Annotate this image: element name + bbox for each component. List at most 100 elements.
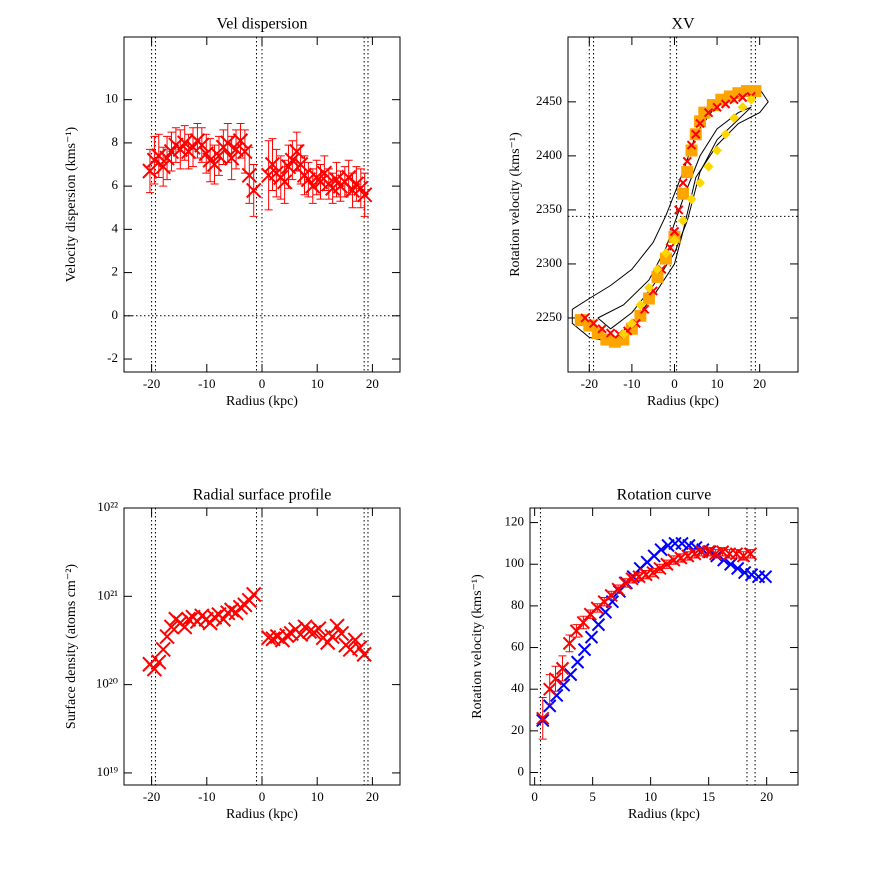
x-marker — [618, 576, 632, 590]
x-marker — [758, 570, 773, 584]
x-tick-label: -20 — [143, 789, 160, 804]
x-marker — [276, 174, 293, 190]
x-marker — [580, 313, 590, 323]
x-marker — [674, 205, 684, 215]
diamond-marker — [652, 264, 663, 275]
x-axis-label: Radius (kpc) — [647, 394, 719, 409]
x-marker — [163, 619, 180, 635]
diamond-marker — [660, 248, 671, 259]
y-tick-label: 10²⁰ — [96, 676, 118, 691]
plot-frame — [567, 36, 799, 373]
square-marker — [681, 166, 694, 179]
x-marker — [356, 646, 372, 663]
x-marker — [159, 628, 175, 645]
panel: XV Radius (kpc) Rotation velocity (kms⁻¹) -… — [508, 16, 799, 409]
x-marker — [351, 640, 368, 656]
x-marker — [695, 118, 705, 129]
y-tick-label: 10¹⁹ — [97, 764, 119, 779]
panel: Rotation curve Radius (kpc) Rotation veloc… — [470, 487, 799, 822]
y-tick-label: 2350 — [536, 201, 562, 216]
y-tick-label: 10²² — [97, 499, 118, 514]
x-marker — [333, 625, 350, 642]
x-marker — [301, 623, 318, 640]
x-marker — [570, 655, 585, 669]
x-marker — [220, 135, 236, 151]
x-tick-label: 20 — [366, 789, 379, 804]
x-marker — [246, 586, 262, 603]
x-marker — [177, 619, 193, 635]
y-tick-label: -2 — [107, 350, 118, 365]
x-marker — [536, 711, 550, 726]
y-tick-label: 100 — [505, 555, 525, 570]
diamond-marker — [669, 235, 680, 246]
x-tick-label: 10 — [644, 789, 657, 804]
y-tick-label: 4 — [112, 220, 119, 235]
panel: Vel dispersion Radius (kpc) Velocity dispe… — [64, 16, 401, 409]
panel-title: XV — [671, 16, 695, 33]
diamond-marker — [635, 300, 646, 310]
x-tick-label: 0 — [671, 376, 678, 391]
x-tick-label: 20 — [760, 789, 773, 804]
x-marker — [597, 324, 607, 334]
y-tick-label: 20 — [511, 722, 524, 737]
x-marker — [292, 626, 309, 643]
diamond-marker — [686, 194, 697, 205]
x-marker — [577, 642, 592, 657]
x-marker — [729, 94, 739, 105]
x-tick-label: 0 — [259, 789, 266, 804]
x-marker — [311, 620, 327, 637]
y-tick-label: 8 — [112, 134, 119, 149]
y-tick-label: 6 — [112, 177, 119, 192]
x-tick-label: 10 — [311, 376, 324, 391]
diamond-marker — [695, 177, 706, 188]
x-marker — [329, 618, 345, 634]
y-axis-label: Rotation velocity (kms⁻¹) — [508, 132, 523, 277]
square-marker — [677, 187, 689, 200]
y-tick-label: 10²¹ — [97, 587, 118, 602]
y-axis-label: Surface density (atoms cm⁻²) — [64, 564, 79, 729]
y-tick-label: 60 — [511, 639, 524, 654]
square-marker — [642, 292, 655, 305]
plot-frame — [529, 507, 799, 786]
x-marker — [177, 135, 193, 151]
x-tick-label: 20 — [753, 376, 766, 391]
diamond-marker — [643, 282, 654, 293]
x-marker — [678, 178, 688, 188]
x-marker — [155, 641, 171, 658]
x-marker — [660, 557, 674, 571]
x-marker — [720, 99, 731, 109]
x-tick-label: 5 — [589, 789, 596, 804]
diamond-marker — [737, 102, 748, 113]
x-marker — [691, 129, 701, 139]
x-marker — [223, 602, 240, 618]
x-tick-label: 10 — [711, 376, 724, 391]
diamond-marker — [746, 94, 757, 105]
x-marker — [347, 632, 363, 648]
contour — [571, 88, 769, 343]
x-marker — [246, 182, 262, 199]
x-marker — [264, 156, 281, 173]
plot-frame — [123, 507, 401, 786]
x-marker — [591, 617, 606, 632]
panel-title: Vel dispersion — [216, 16, 307, 33]
x-axis-label: Radius (kpc) — [226, 394, 298, 409]
x-marker — [703, 107, 714, 118]
y-tick-label: 2450 — [536, 93, 562, 108]
x-marker — [548, 672, 563, 686]
x-marker — [646, 565, 660, 580]
x-tick-label: 0 — [259, 376, 266, 391]
x-tick-label: -10 — [623, 376, 640, 391]
diamond-marker — [729, 113, 740, 124]
x-marker — [730, 561, 745, 576]
x-marker — [743, 547, 758, 561]
x-marker — [279, 627, 295, 644]
x-marker — [543, 682, 557, 696]
x-marker — [712, 102, 722, 112]
y-tick-label: 0 — [518, 763, 525, 778]
square-marker — [651, 270, 664, 283]
x-tick-label: -10 — [198, 376, 215, 391]
diamond-marker — [703, 161, 714, 172]
y-tick-label: 10 — [105, 91, 118, 106]
x-marker — [543, 699, 557, 713]
x-marker — [686, 140, 697, 150]
